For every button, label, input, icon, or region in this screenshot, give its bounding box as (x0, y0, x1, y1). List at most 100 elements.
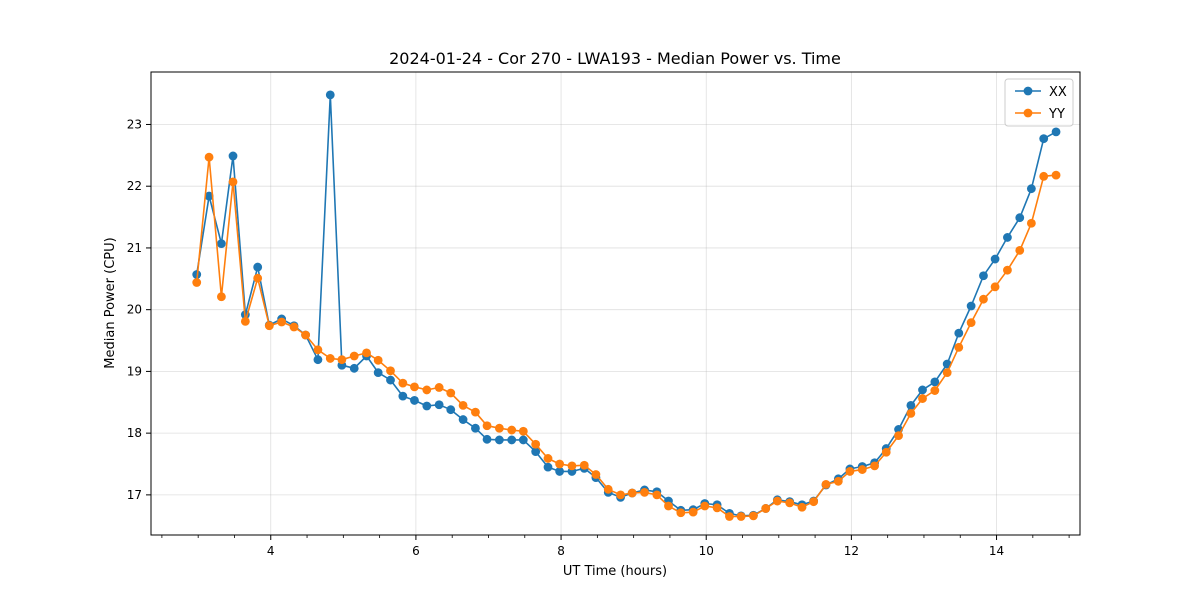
legend-label: YY (1048, 107, 1065, 122)
data-point-yy (264, 321, 274, 331)
x-tick-label: 4 (267, 544, 275, 558)
data-point-yy (434, 383, 444, 392)
data-point-yy (277, 317, 287, 327)
data-point-xx (930, 377, 940, 387)
data-point-xx (555, 467, 565, 476)
data-point-xx (990, 254, 1000, 264)
data-point-yy (349, 351, 359, 361)
data-point-yy (966, 318, 976, 328)
data-point-yy (761, 504, 771, 513)
data-point-xx (979, 271, 988, 281)
y-tick-label: 17 (127, 488, 142, 502)
data-point-yy (797, 502, 807, 512)
y-tick-label: 23 (127, 117, 142, 131)
data-point-yy (676, 508, 686, 518)
y-axis: 17 18 19 20 21 22 23 (127, 117, 151, 502)
data-point-yy (217, 292, 226, 302)
data-point-xx (458, 415, 468, 424)
data-point-yy (1003, 265, 1012, 275)
data-point-yy (979, 294, 988, 304)
data-point-yy (894, 431, 903, 441)
data-point-yy (543, 454, 553, 463)
data-point-xx (398, 391, 408, 401)
data-point-yy (1039, 171, 1049, 181)
data-point-yy (954, 342, 964, 352)
data-point-yy (240, 317, 250, 326)
series-layer (192, 90, 1061, 521)
y-tick-label: 18 (127, 426, 142, 440)
data-point-yy (325, 354, 335, 363)
y-tick-label: 21 (127, 241, 142, 255)
data-point-xx (313, 355, 323, 365)
data-point-yy (567, 461, 577, 471)
data-point-yy (1051, 170, 1061, 180)
x-tick-label: 10 (699, 544, 714, 558)
data-point-yy (736, 512, 746, 521)
data-point-yy (1015, 246, 1025, 255)
data-point-yy (446, 388, 456, 398)
y-axis-label: Median Power (CPU) (103, 237, 118, 368)
data-point-yy (870, 461, 880, 471)
x-tick-label: 12 (844, 544, 859, 558)
data-point-xx (410, 396, 419, 405)
data-point-xx (543, 462, 553, 472)
data-point-xx (507, 435, 517, 445)
data-point-xx (217, 239, 226, 249)
data-point-yy (518, 426, 528, 436)
x-tick-label: 6 (412, 544, 420, 558)
data-point-yy (603, 484, 613, 494)
data-point-yy (410, 382, 419, 392)
plot-frame (150, 71, 1081, 536)
data-point-xx (518, 435, 528, 445)
data-point-yy (772, 496, 782, 506)
data-point-xx (494, 435, 504, 445)
legend-marker (1023, 108, 1033, 118)
data-point-yy (507, 425, 517, 435)
data-point-xx (325, 90, 335, 100)
data-point-yy (531, 439, 541, 449)
x-tick-label: 8 (557, 544, 565, 558)
data-point-yy (579, 460, 589, 470)
data-point-yy (253, 273, 263, 283)
data-point-yy (748, 511, 758, 521)
data-point-yy (942, 368, 952, 378)
data-point-xx (253, 262, 263, 272)
data-point-xx (204, 191, 214, 201)
data-point-yy (337, 355, 347, 365)
data-point-xx (471, 423, 480, 433)
data-point-xx (349, 363, 359, 373)
data-point-yy (627, 488, 637, 498)
data-point-yy (640, 488, 649, 497)
series-xx (192, 90, 1061, 521)
data-point-yy (1026, 218, 1036, 228)
data-point-yy (833, 476, 843, 486)
data-point-yy (688, 507, 698, 517)
data-point-yy (809, 497, 819, 507)
legend-item-xx: XX (1015, 85, 1067, 100)
data-point-yy (228, 177, 238, 187)
data-point-yy (845, 467, 855, 476)
data-point-xx (1051, 127, 1061, 137)
data-point-yy (930, 386, 940, 395)
data-point-yy (881, 447, 891, 457)
data-point-yy (906, 408, 916, 418)
data-point-xx (954, 328, 964, 338)
data-point-yy (204, 152, 214, 162)
chart-title: 2024-01-24 - Cor 270 - LWA193 - Median P… (389, 49, 841, 68)
data-point-yy (482, 421, 492, 431)
data-point-xx (906, 400, 916, 410)
data-point-yy (289, 322, 299, 332)
legend-label: XX (1049, 85, 1067, 100)
data-point-xx (966, 301, 976, 311)
x-tick-label: 14 (989, 544, 1004, 558)
data-point-yy (821, 479, 831, 489)
data-point-xx (228, 151, 238, 161)
data-point-yy (386, 366, 395, 376)
data-point-yy (313, 345, 323, 355)
data-point-yy (700, 501, 710, 511)
data-point-yy (712, 503, 722, 513)
data-point-xx (1003, 233, 1012, 242)
data-point-yy (362, 348, 371, 358)
data-point-yy (785, 498, 795, 508)
